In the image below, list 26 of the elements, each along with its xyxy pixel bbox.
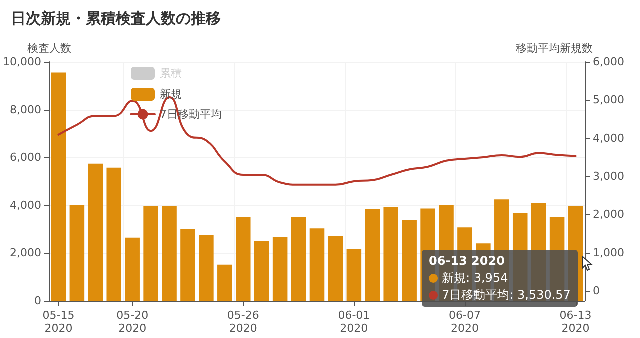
y2-axis-title: 移動平均新規数 bbox=[516, 42, 593, 55]
annotation: 06-13 2020 bbox=[429, 254, 505, 268]
chart-title: 日次新規・累積検査人数の推移 bbox=[11, 10, 221, 28]
y2-tick-label: 3,000 bbox=[593, 170, 624, 184]
x-tick-label: 06-13 2020 bbox=[560, 309, 592, 335]
x-tick-label: 05-15 2020 bbox=[42, 309, 75, 335]
annotation: 新規: 3,954 bbox=[442, 271, 508, 285]
y-axis-title: 検査人数 bbox=[27, 42, 72, 55]
y2-tick-label: 1,000 bbox=[593, 246, 624, 260]
y-tick-label: 10,000 bbox=[2, 56, 42, 68]
x-tick-label: 06-01 2020 bbox=[338, 309, 370, 335]
y-tick-label: 2,000 bbox=[10, 246, 42, 260]
x-tick-label: 05-26 2020 bbox=[227, 309, 260, 335]
y-tick-label: 4,000 bbox=[10, 198, 42, 212]
y-tick-label: 8,000 bbox=[10, 103, 42, 116]
x-tick-label: 06-07 2020 bbox=[448, 309, 481, 335]
x-tick-label: 05-20 2020 bbox=[116, 309, 149, 335]
y2-tick-label: 6,000 bbox=[593, 56, 624, 68]
y2-tick-label: 5,000 bbox=[593, 94, 624, 107]
y2-tick-label: 0 bbox=[593, 284, 600, 298]
legend-label: 新規 bbox=[160, 88, 182, 101]
y2-tick-label: 2,000 bbox=[593, 208, 624, 222]
annotation: 7日移動平均: 3,530.57 bbox=[442, 288, 571, 302]
y-tick-label: 6,000 bbox=[10, 151, 42, 164]
y-tick-label: 0 bbox=[34, 294, 42, 308]
y2-tick-label: 4,000 bbox=[593, 132, 624, 145]
